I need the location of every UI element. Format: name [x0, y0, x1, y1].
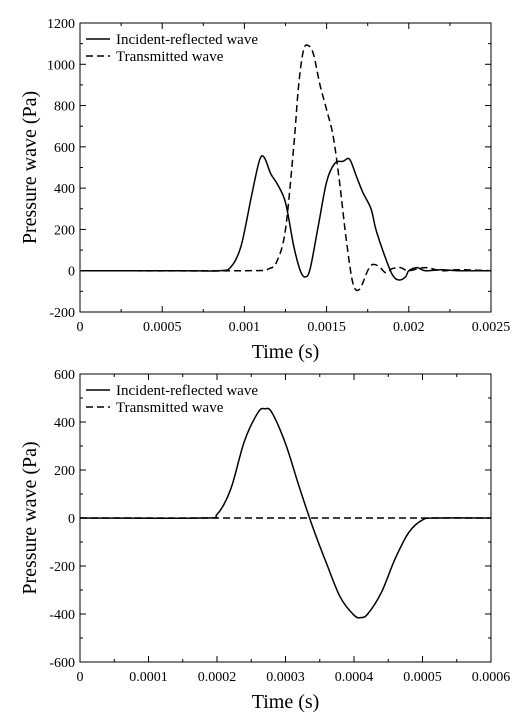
y-tick-label: 1200	[47, 17, 75, 32]
x-tick-label: 0.0004	[335, 670, 374, 685]
x-tick-label: 0.001	[229, 320, 261, 335]
plot-frame	[79, 22, 492, 313]
x-tick-label: 0.0003	[266, 670, 305, 685]
x-tick-label: 0.0025	[472, 320, 511, 335]
y-tick-label: -200	[49, 560, 75, 575]
chart-1: 0 0.0005 0.001 0.0015 0.002 0.0025-2000200400…	[19, 17, 510, 363]
x-tick-label: 0	[77, 320, 84, 335]
series-line-transmitted	[80, 44, 491, 292]
x-tick-label: 0.0005	[403, 670, 442, 685]
x-tick-label: 0	[77, 670, 84, 685]
y-tick-label: -200	[49, 306, 75, 321]
legend-label: Transmitted wave	[116, 49, 224, 65]
x-tick-label: 0.0001	[129, 670, 168, 685]
y-tick-label: -600	[49, 656, 75, 671]
y-tick-label: 600	[54, 141, 75, 156]
x-tick-label: 0.0005	[143, 320, 182, 335]
y-tick-label: 1000	[47, 58, 75, 73]
chart-2: 0 0.0001 0.0002 0.0003 0.0004 0.0005 0.0006 -60…	[19, 368, 510, 713]
legend-label: Transmitted wave	[116, 400, 224, 416]
legend-label: Incident-reflected wave	[116, 383, 258, 399]
x-tick-label: 0.0015	[307, 320, 346, 335]
y-tick-label: 400	[54, 182, 75, 197]
y-tick-label: 800	[54, 100, 75, 115]
y-tick-label: -400	[49, 608, 75, 623]
x-tick-label: 0.0002	[198, 670, 237, 685]
y-tick-label: 200	[54, 223, 75, 238]
series-line-incident-reflected	[80, 155, 491, 281]
legend-label: Incident-reflected wave	[116, 32, 258, 48]
y-axis-label: Pressure wave (Pa)	[19, 441, 41, 594]
x-tick-label: 0.002	[393, 320, 425, 335]
y-tick-label: 200	[54, 464, 75, 479]
y-tick-label: 0	[68, 512, 75, 527]
y-tick-label: 400	[54, 416, 75, 431]
y-axis-label: Pressure wave (Pa)	[19, 91, 41, 244]
y-tick-label: 0	[68, 265, 75, 280]
y-tick-label: 600	[54, 368, 75, 383]
series-line-incident-reflected	[80, 407, 491, 619]
x-tick-label: 0.0006	[472, 670, 511, 685]
x-axis-label: Time (s)	[252, 341, 320, 363]
x-axis-label: Time (s)	[252, 691, 320, 713]
